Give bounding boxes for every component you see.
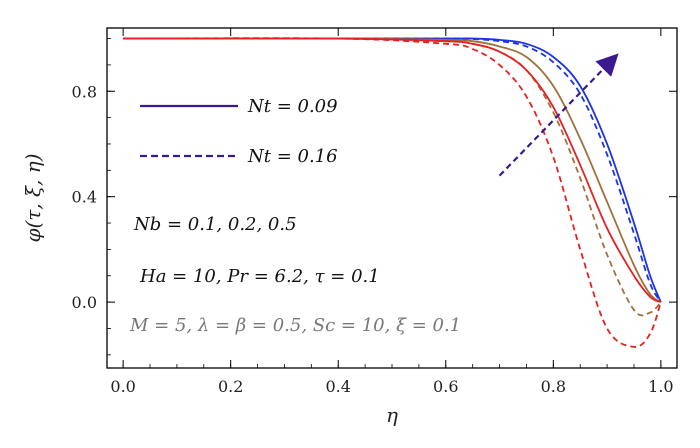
tick-labels: 0.0 0.2 0.4 0.6 0.8 1.0 0.0 0.4 0.8 [72, 82, 674, 396]
annotation-params: M = 5, λ = β = 0.5, Sc = 10, ξ = 0.1 [129, 315, 461, 336]
annotation-ha: Ha = 10, Pr = 6.2, τ = 0.1 [139, 266, 380, 287]
legend: Nt = 0.09 Nt = 0.16 [140, 96, 338, 167]
x-tick-label-3: 0.6 [433, 377, 458, 396]
series-line-2 [123, 37, 662, 303]
x-tick-label-5: 1.0 [648, 377, 673, 396]
y-axis-title: φ(τ, ξ, η) [21, 153, 45, 242]
series-line-0 [123, 37, 662, 303]
annotation-nb: Nb = 0.1, 0.2, 0.5 [133, 214, 297, 235]
legend-label-dashed: Nt = 0.16 [247, 146, 338, 167]
trend-arrow [498, 53, 619, 177]
ticks [107, 28, 677, 368]
x-tick-label-2: 0.4 [325, 377, 350, 396]
series-layer [123, 37, 662, 348]
y-tick-label-2: 0.8 [72, 82, 97, 101]
y-tick-label-0: 0.0 [72, 293, 97, 312]
series-line-4 [123, 37, 662, 303]
series-line-5 [123, 37, 662, 348]
x-tick-label-1: 0.2 [218, 377, 243, 396]
series-line-1 [123, 37, 662, 303]
x-tick-label-0: 0.0 [110, 377, 135, 396]
x-tick-label-4: 0.8 [541, 377, 566, 396]
legend-label-solid: Nt = 0.09 [247, 96, 338, 117]
y-tick-label-1: 0.4 [72, 188, 97, 207]
x-axis-title: η [386, 403, 398, 427]
